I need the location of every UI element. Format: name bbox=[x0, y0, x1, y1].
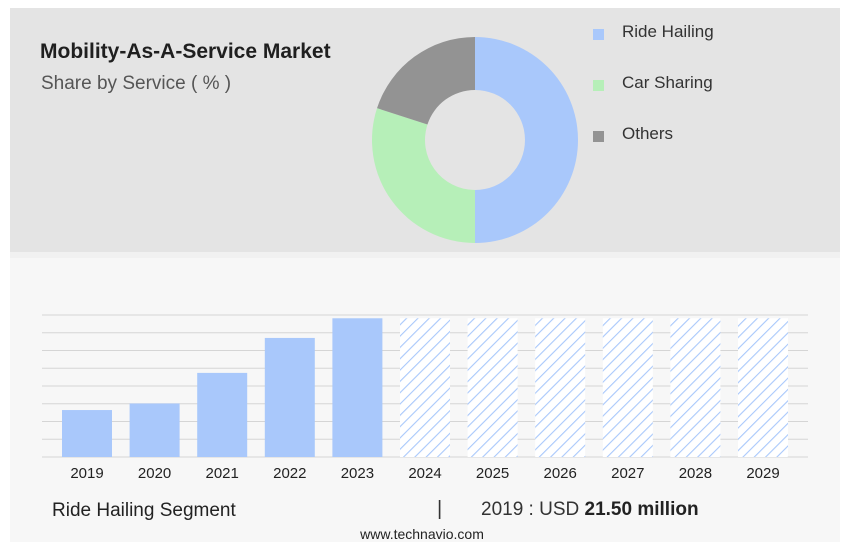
bar-2025 bbox=[467, 318, 518, 457]
donut-slice-ride-hailing bbox=[475, 37, 578, 243]
footer-separator: | bbox=[437, 498, 443, 520]
bar-2020 bbox=[129, 403, 180, 457]
x-tick-label-2019: 2019 bbox=[70, 465, 103, 482]
bar-2019 bbox=[62, 410, 112, 457]
legend-label-car-sharing: Car Sharing bbox=[622, 73, 713, 92]
x-tick-label-2026: 2026 bbox=[544, 465, 577, 482]
bar-2023 bbox=[332, 318, 383, 457]
bar-2024 bbox=[400, 318, 450, 457]
x-tick-label-2027: 2027 bbox=[611, 465, 644, 482]
bar-2029 bbox=[738, 318, 788, 457]
x-tick-label-2020: 2020 bbox=[138, 465, 171, 482]
x-tick-label-2029: 2029 bbox=[746, 465, 779, 482]
chart-title: Mobility-As-A-Service Market bbox=[40, 40, 331, 63]
legend-label-ride-hailing: Ride Hailing bbox=[622, 22, 714, 41]
bar-2027 bbox=[602, 318, 653, 457]
bar-2026 bbox=[535, 318, 586, 457]
chart-subtitle: Share by Service ( % ) bbox=[41, 73, 232, 94]
x-tick-label-2028: 2028 bbox=[679, 465, 712, 482]
segment-value-amount: 21.50 million bbox=[584, 499, 699, 520]
donut-slice-others bbox=[377, 37, 475, 125]
bar-chart: 2019 2020 2021 2022 2023 2024 2025 2026 2027 2028… bbox=[42, 314, 808, 482]
legend-swatch-others bbox=[593, 131, 604, 142]
x-tick-label-2025: 2025 bbox=[476, 465, 509, 482]
legend-swatch-ride-hailing bbox=[593, 29, 604, 40]
x-tick-label-2021: 2021 bbox=[206, 465, 239, 482]
segment-label: Ride Hailing Segment bbox=[52, 500, 236, 521]
bar-2028 bbox=[670, 318, 721, 457]
legend-label-others: Others bbox=[622, 124, 674, 143]
donut-slice-car-sharing bbox=[371, 108, 475, 243]
segment-year-label: 2019 : USD bbox=[481, 499, 580, 520]
legend-swatch-car-sharing bbox=[593, 80, 604, 91]
x-tick-label-2024: 2024 bbox=[408, 465, 441, 482]
source-link[interactable]: www.technavio.com bbox=[360, 526, 484, 542]
x-tick-label-2023: 2023 bbox=[341, 465, 374, 482]
x-tick-label-2022: 2022 bbox=[273, 465, 306, 482]
segment-value: 2019 : USD 21.50 million bbox=[481, 499, 699, 521]
bar-2021 bbox=[197, 372, 248, 457]
bar-2022 bbox=[264, 337, 315, 457]
donut-chart bbox=[371, 37, 578, 243]
